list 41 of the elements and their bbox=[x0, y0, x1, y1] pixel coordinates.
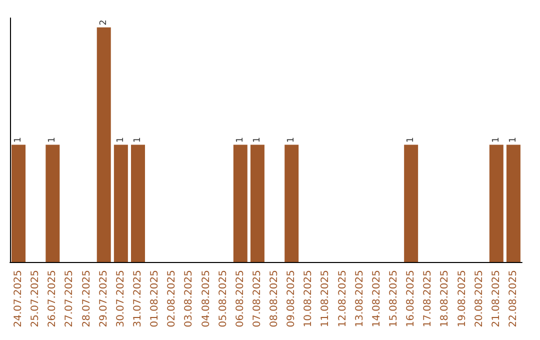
data-label: 1 bbox=[286, 136, 297, 143]
data-label: 1 bbox=[48, 136, 58, 143]
data-label: 1 bbox=[116, 136, 126, 143]
x-tick-label: 17.08.2025 bbox=[422, 270, 434, 328]
x-tick-label: 29.07.2025 bbox=[98, 270, 110, 328]
x-tick-label: 14.08.2025 bbox=[371, 270, 382, 328]
x-tick-label: 16.08.2025 bbox=[406, 270, 417, 328]
x-tick-label: 03.08.2025 bbox=[184, 270, 195, 328]
x-tick-label: 11.08.2025 bbox=[320, 270, 332, 328]
x-tick-label: 18.08.2025 bbox=[440, 270, 451, 328]
x-tick-label: 24.07.2025 bbox=[13, 270, 24, 328]
x-tick-label: 02.08.2025 bbox=[166, 270, 178, 328]
x-tick-label: 26.07.2025 bbox=[47, 270, 58, 328]
x-tick-label: 01.08.2025 bbox=[150, 270, 161, 328]
x-tick-label: 25.07.2025 bbox=[30, 270, 42, 328]
x-tick-label: 27.07.2025 bbox=[64, 270, 76, 328]
x-tick-label: 05.08.2025 bbox=[218, 270, 229, 328]
data-label: 1 bbox=[252, 136, 262, 143]
data-label: 1 bbox=[14, 136, 24, 143]
x-tick-label: 31.07.2025 bbox=[132, 270, 144, 328]
x-tick-label: 30.07.2025 bbox=[115, 270, 126, 328]
data-label: 1 bbox=[491, 136, 502, 143]
x-tick-label: 28.07.2025 bbox=[81, 270, 92, 328]
x-tick-label: 09.08.2025 bbox=[286, 270, 298, 328]
x-tick-label: 20.08.2025 bbox=[474, 270, 485, 328]
data-label: 1 bbox=[235, 136, 246, 143]
x-tick-label: 08.08.2025 bbox=[269, 270, 280, 328]
x-tick-label: 19.08.2025 bbox=[456, 270, 468, 328]
x-tick-label: 15.08.2025 bbox=[388, 270, 400, 328]
data-label: 1 bbox=[133, 136, 143, 143]
x-tick-label: 12.08.2025 bbox=[337, 270, 348, 328]
x-tick-label: 07.08.2025 bbox=[252, 270, 263, 328]
x-tick-label: 10.08.2025 bbox=[303, 270, 314, 328]
data-label: 2 bbox=[98, 20, 109, 26]
x-tick-label: 06.08.2025 bbox=[234, 270, 246, 328]
x-tick-label: 21.08.2025 bbox=[490, 270, 502, 328]
x-tick-label: 13.08.2025 bbox=[354, 270, 366, 328]
data-label: 1 bbox=[406, 136, 416, 143]
data-label: 1 bbox=[508, 136, 518, 143]
x-tick-label: 04.08.2025 bbox=[200, 270, 212, 328]
x-tick-label: 22.08.2025 bbox=[508, 270, 519, 328]
